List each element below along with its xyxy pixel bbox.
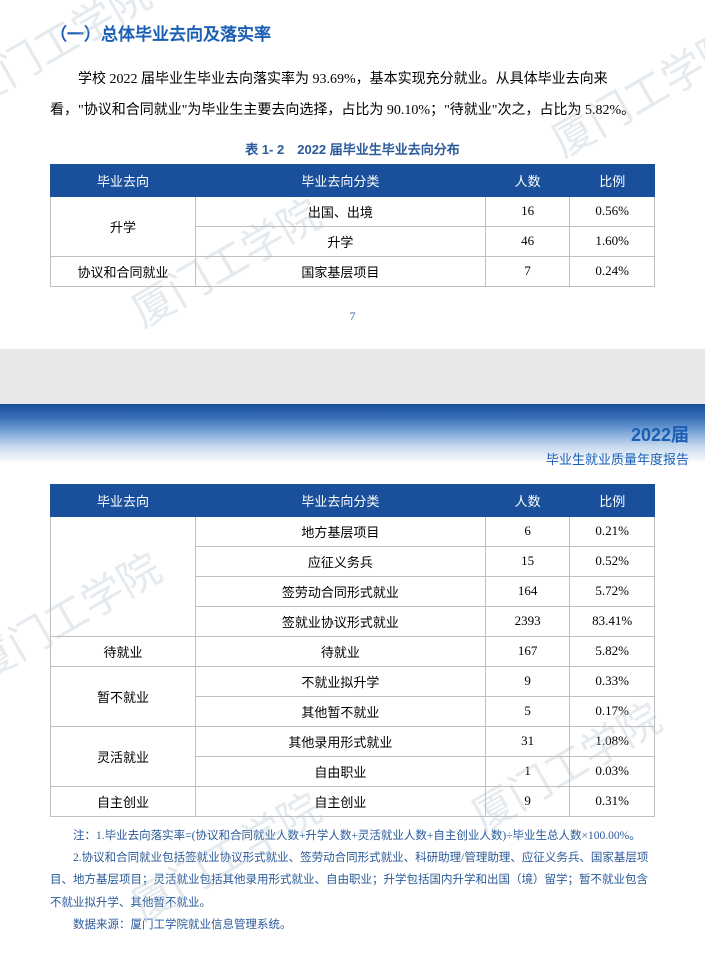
cell-sub: 升学 [195,226,485,256]
cell-sub: 地方基层项目 [195,516,485,546]
cell-ratio: 1.60% [570,226,655,256]
table1-header-row: 毕业去向 毕业去向分类 人数 比例 [51,164,655,196]
cell-count: 7 [485,256,570,286]
cell-sub: 应征义务兵 [195,546,485,576]
cell-ratio: 0.03% [570,756,655,786]
cell-category [51,516,196,636]
footnotes: 注：1.毕业去向落实率=(协议和合同就业人数+升学人数+灵活就业人数+自主创业人… [50,825,655,937]
th-category: 毕业去向 [51,164,196,196]
cell-ratio: 0.33% [570,666,655,696]
cell-ratio: 5.82% [570,636,655,666]
cell-ratio: 0.24% [570,256,655,286]
table-row: 自主创业自主创业90.31% [51,786,655,816]
cell-ratio: 0.31% [570,786,655,816]
cell-category: 暂不就业 [51,666,196,726]
cell-category: 协议和合同就业 [51,256,196,286]
footnote-source: 数据来源：厦门工学院就业信息管理系统。 [50,914,655,936]
cell-count: 5 [485,696,570,726]
th-count: 人数 [485,164,570,196]
cell-count: 1 [485,756,570,786]
table2: 毕业去向 毕业去向分类 人数 比例 地方基层项目60.21%应征义务兵150.5… [50,484,655,817]
th-ratio: 比例 [570,164,655,196]
th-category: 毕业去向 [51,484,196,516]
body-paragraph: 学校 2022 届毕业生毕业去向落实率为 93.69%，基本实现充分就业。从具体… [50,65,655,127]
table-row: 地方基层项目60.21% [51,516,655,546]
table-row: 待就业待就业1675.82% [51,636,655,666]
footnote-1: 注：1.毕业去向落实率=(协议和合同就业人数+升学人数+灵活就业人数+自主创业人… [50,825,655,847]
th-count: 人数 [485,484,570,516]
th-subcategory: 毕业去向分类 [195,164,485,196]
cell-count: 2393 [485,606,570,636]
cell-count: 164 [485,576,570,606]
cell-count: 16 [485,196,570,226]
cell-sub: 其他暂不就业 [195,696,485,726]
page-number: 7 [50,309,655,324]
cell-ratio: 0.21% [570,516,655,546]
page-upper: 厦门工学院 厦门工学院 厦门工学院 （一）总体毕业去向及落实率 学校 2022 … [0,0,705,349]
cell-sub: 出国、出境 [195,196,485,226]
cell-sub: 自由职业 [195,756,485,786]
footnote-2: 2.协议和合同就业包括签就业协议形式就业、签劳动合同形式就业、科研助理/管理助理… [50,847,655,914]
header-year: 2022届 [546,421,689,447]
cell-count: 9 [485,786,570,816]
cell-count: 15 [485,546,570,576]
cell-count: 46 [485,226,570,256]
cell-sub: 其他录用形式就业 [195,726,485,756]
header-banner: 2022届 毕业生就业质量年度报告 [0,404,705,474]
table2-header-row: 毕业去向 毕业去向分类 人数 比例 [51,484,655,516]
table1: 毕业去向 毕业去向分类 人数 比例 升学出国、出境160.56%升学461.60… [50,164,655,287]
cell-ratio: 5.72% [570,576,655,606]
cell-category: 灵活就业 [51,726,196,786]
cell-count: 31 [485,726,570,756]
table-row: 暂不就业不就业拟升学90.33% [51,666,655,696]
header-subtitle: 毕业生就业质量年度报告 [546,449,689,468]
table-row: 灵活就业其他录用形式就业311.08% [51,726,655,756]
cell-count: 167 [485,636,570,666]
cell-ratio: 0.17% [570,696,655,726]
th-subcategory: 毕业去向分类 [195,484,485,516]
page-break [0,349,705,404]
cell-sub: 签劳动合同形式就业 [195,576,485,606]
cell-sub: 签就业协议形式就业 [195,606,485,636]
cell-category: 待就业 [51,636,196,666]
table-row: 协议和合同就业国家基层项目70.24% [51,256,655,286]
cell-sub: 国家基层项目 [195,256,485,286]
table1-caption: 表 1- 2 2022 届毕业生毕业去向分布 [50,139,655,158]
th-ratio: 比例 [570,484,655,516]
cell-ratio: 0.56% [570,196,655,226]
header-text: 2022届 毕业生就业质量年度报告 [546,421,689,468]
cell-count: 9 [485,666,570,696]
cell-sub: 待就业 [195,636,485,666]
table-row: 升学出国、出境160.56% [51,196,655,226]
cell-sub: 自主创业 [195,786,485,816]
page-lower: 厦门工学院 厦门工学院 厦门工学院 2022届 毕业生就业质量年度报告 毕业去向… [0,404,705,962]
cell-ratio: 0.52% [570,546,655,576]
cell-sub: 不就业拟升学 [195,666,485,696]
cell-category: 自主创业 [51,786,196,816]
cell-ratio: 83.41% [570,606,655,636]
cell-category: 升学 [51,196,196,256]
cell-count: 6 [485,516,570,546]
cell-ratio: 1.08% [570,726,655,756]
section-title: （一）总体毕业去向及落实率 [50,20,655,45]
